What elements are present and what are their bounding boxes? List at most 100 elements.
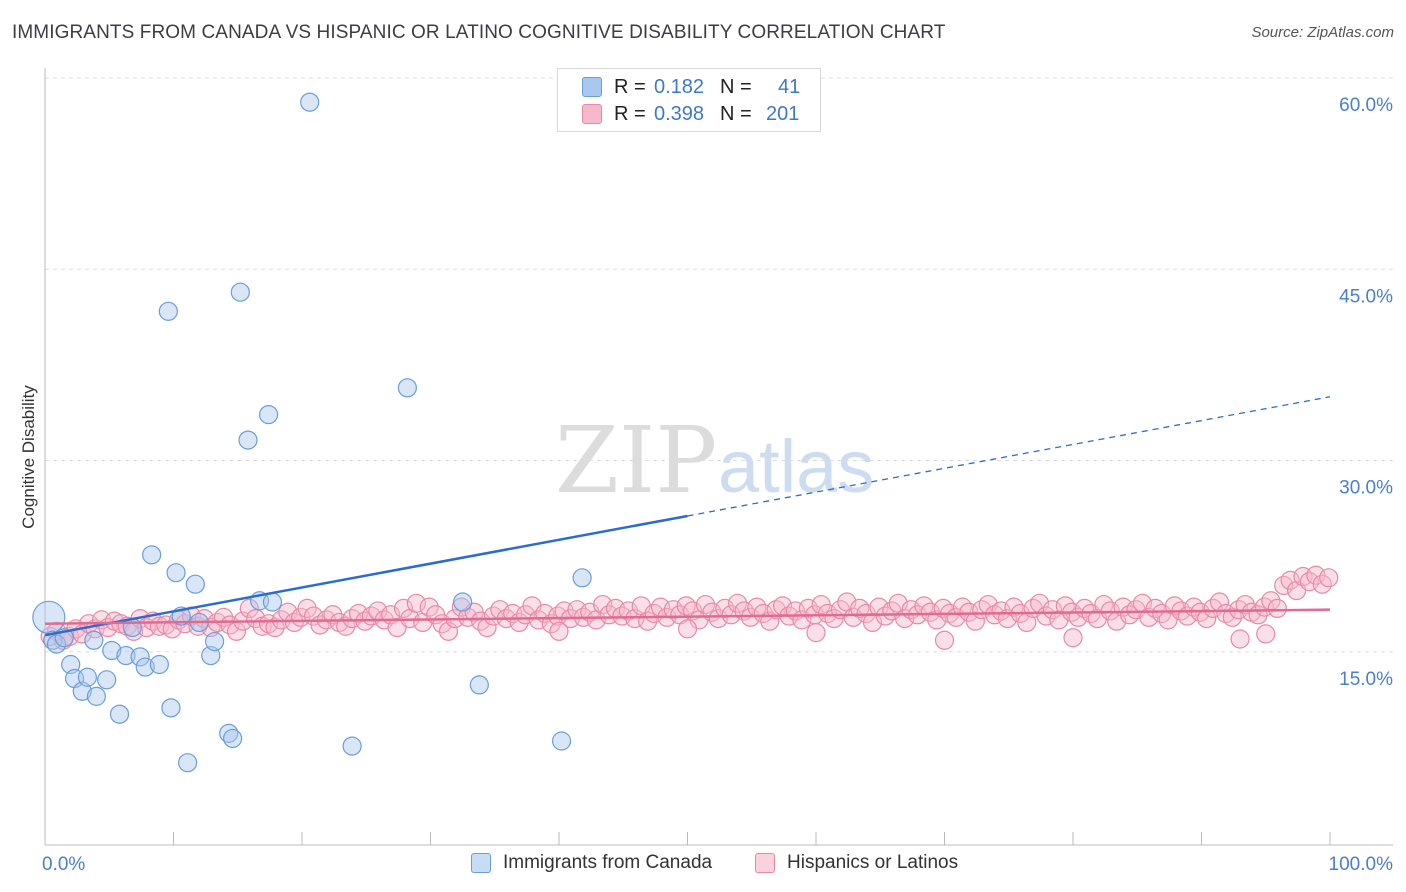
trendline-dashed-0 [687, 396, 1331, 517]
point-canada [102, 640, 122, 661]
series-immigrants-from-canada [32, 92, 592, 773]
point-hispanic [1119, 605, 1140, 625]
point-canada [178, 753, 198, 773]
point-canada [238, 430, 258, 450]
stats-legend-row-canada: R = 0.182 N = 41 [582, 74, 800, 100]
legend-item-canada[interactable]: Immigrants from Canada [471, 852, 712, 874]
legend-swatch-hispanic [755, 853, 775, 873]
point-canada [223, 728, 243, 749]
point-canada [116, 645, 136, 666]
point-hispanic [1280, 570, 1300, 590]
n-value: 41 [778, 75, 801, 98]
point-hispanic [753, 603, 773, 624]
stats-legend-row-hispanic: R = 0.398 N = 201 [582, 101, 799, 127]
point-hispanic [934, 630, 955, 650]
point-hispanic [850, 598, 870, 619]
legend-item-hispanic[interactable]: Hispanics or Latinos [755, 852, 958, 874]
point-hispanic [393, 598, 414, 619]
n-label: N = [720, 102, 752, 125]
x-tick-label-max: 100.0% [1329, 854, 1394, 875]
r-label: R = [614, 102, 646, 125]
axes [44, 68, 1393, 846]
point-hispanic [695, 594, 716, 615]
series-legend: Immigrants from Canada Hispanics or Lati… [0, 852, 1406, 876]
point-hispanic [1042, 600, 1063, 620]
stats-legend-swatch-canada [582, 77, 602, 97]
point-hispanic [920, 602, 940, 622]
point-hispanic [1256, 624, 1276, 644]
r-value: 0.182 [654, 75, 705, 98]
legend-label-hispanic: Hispanics or Latinos [787, 852, 959, 873]
point-hispanic [406, 593, 426, 613]
point-canada [551, 731, 572, 751]
point-canada [453, 592, 473, 612]
point-canada [205, 631, 225, 652]
point-canada [32, 600, 66, 634]
point-canada [219, 723, 239, 743]
point-hispanic [246, 608, 266, 629]
n-label: N = [720, 75, 752, 98]
watermark-zip: ZIP [555, 407, 717, 514]
point-canada [158, 301, 178, 321]
point-canada [77, 667, 98, 687]
point-hispanic [663, 600, 683, 620]
legend-label-canada: Immigrants from Canada [503, 852, 713, 873]
x-tick-label-min: 0.0% [42, 854, 85, 875]
y-tick-label: 45.0% [1339, 286, 1393, 307]
x-tick-labels: 0.0% 100.0% [42, 854, 1393, 875]
chart-source: Source: ZipAtlas.com [1251, 24, 1394, 41]
point-hispanic [1063, 628, 1083, 648]
point-hispanic [336, 616, 356, 636]
point-hispanic [1197, 608, 1217, 629]
point-hispanic [676, 596, 696, 616]
point-hispanic [677, 619, 698, 639]
point-hispanic [593, 594, 613, 615]
point-hispanic [297, 598, 317, 619]
point-hispanic [991, 601, 1011, 621]
n-value: 201 [766, 102, 800, 125]
point-canada [185, 574, 205, 594]
trendline-solid-0 [44, 514, 688, 637]
point-canada [135, 657, 155, 677]
point-hispanic [1230, 629, 1250, 649]
series-hispanics-or-latinos [40, 565, 1339, 650]
point-hispanic [549, 621, 569, 641]
point-hispanic [1319, 568, 1339, 588]
point-hispanic [458, 607, 478, 627]
r-value: 0.398 [654, 102, 705, 125]
stats-legend-swatch-hispanic [582, 104, 602, 124]
point-canada [342, 736, 362, 756]
point-canada [149, 654, 169, 675]
point-hispanic [1145, 598, 1165, 619]
point-hispanic [265, 617, 285, 638]
point-canada [166, 563, 186, 583]
y-tick-labels: 15.0% 30.0% 45.0% 60.0% [1339, 95, 1393, 690]
point-canada [86, 686, 107, 706]
watermark: ZIP atlas [555, 407, 874, 514]
stats-legend: R = 0.182 N = 41 R = 0.398 N = 201 [557, 68, 821, 132]
y-tick-label: 30.0% [1339, 478, 1393, 499]
point-hispanic [728, 593, 748, 613]
point-canada [397, 378, 417, 398]
point-hispanic [618, 601, 638, 621]
y-tick-label: 15.0% [1339, 669, 1393, 690]
point-canada [469, 675, 489, 695]
point-canada [300, 92, 320, 112]
point-canada [84, 630, 104, 650]
point-hispanic [965, 611, 985, 631]
point-canada [161, 698, 181, 718]
chart-title: IMMIGRANTS FROM CANADA VS HISPANIC OR LA… [12, 22, 946, 43]
point-canada [572, 568, 592, 588]
point-hispanic [1274, 575, 1294, 596]
y-axis-title: Cognitive Disability [19, 385, 38, 529]
r-label: R = [614, 75, 646, 98]
y-tick-label: 60.0% [1339, 95, 1393, 116]
point-canada [130, 647, 150, 667]
point-hispanic [952, 597, 973, 617]
point-hispanic [284, 612, 304, 633]
point-canada [46, 634, 67, 654]
point-hispanic [1267, 598, 1287, 619]
gridlines [45, 77, 1393, 653]
point-hispanic [806, 623, 826, 643]
